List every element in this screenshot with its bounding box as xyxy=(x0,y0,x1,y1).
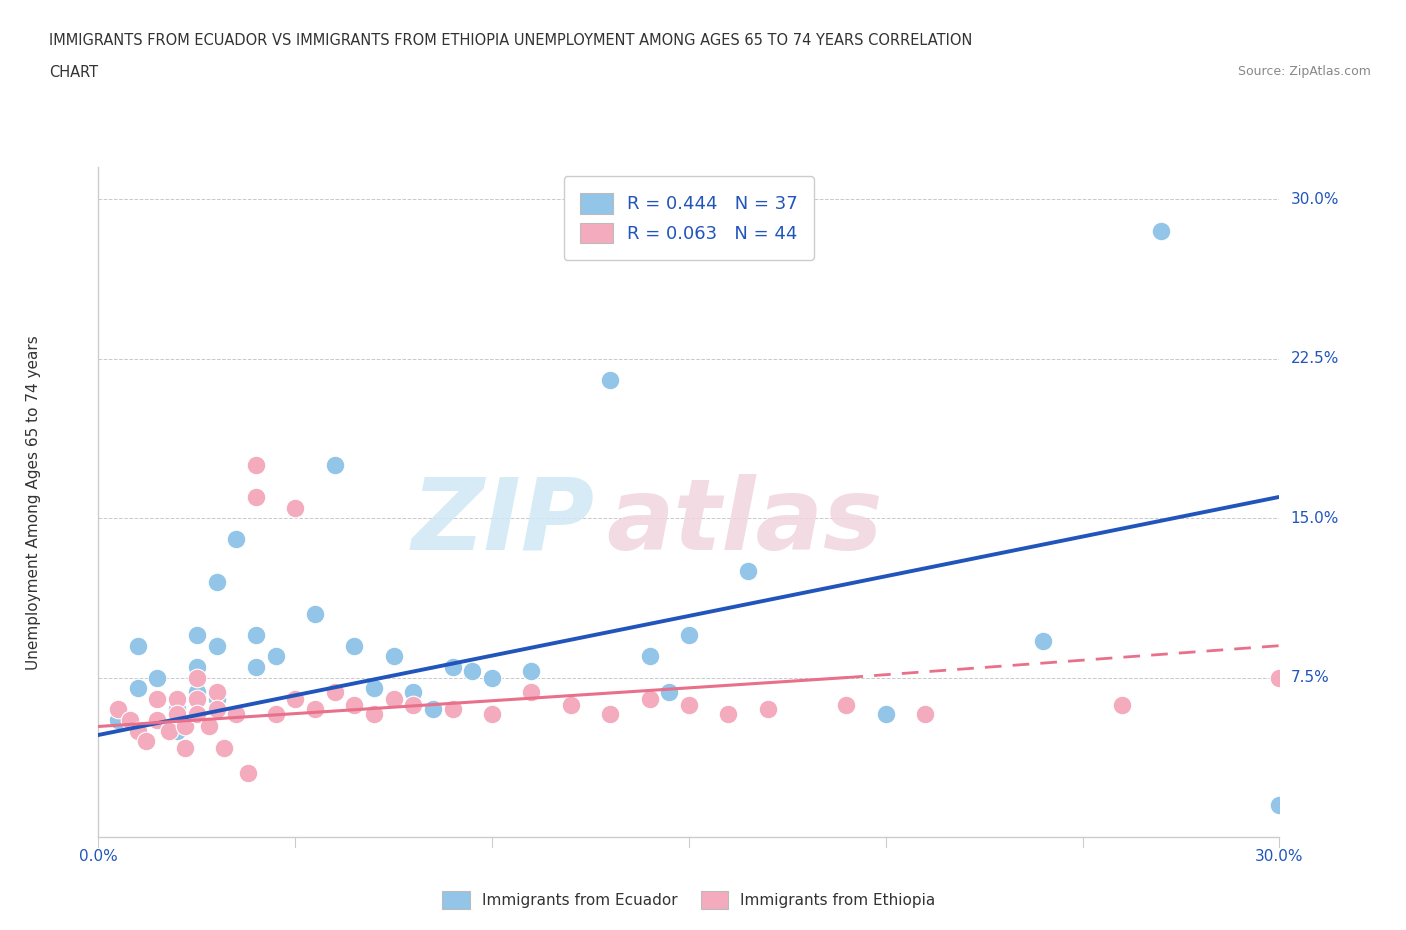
Text: 30.0%: 30.0% xyxy=(1256,849,1303,864)
Point xyxy=(186,685,208,700)
Point xyxy=(343,698,366,712)
Point xyxy=(205,575,228,590)
Point xyxy=(520,664,543,679)
Text: 15.0%: 15.0% xyxy=(1291,511,1339,525)
Text: Source: ZipAtlas.com: Source: ZipAtlas.com xyxy=(1237,65,1371,78)
Point xyxy=(402,698,425,712)
Point xyxy=(363,706,385,721)
Point xyxy=(186,706,208,721)
Point xyxy=(157,724,180,738)
Point xyxy=(638,649,661,664)
Text: Unemployment Among Ages 65 to 74 years: Unemployment Among Ages 65 to 74 years xyxy=(25,335,41,670)
Point xyxy=(1268,798,1291,813)
Point xyxy=(756,702,779,717)
Point xyxy=(225,706,247,721)
Point xyxy=(197,719,219,734)
Point xyxy=(323,458,346,472)
Point xyxy=(284,500,307,515)
Point xyxy=(441,702,464,717)
Point xyxy=(678,628,700,643)
Point xyxy=(343,638,366,653)
Point xyxy=(107,712,129,727)
Point xyxy=(205,702,228,717)
Point xyxy=(560,698,582,712)
Point xyxy=(1150,224,1173,239)
Text: ZIP: ZIP xyxy=(412,473,595,571)
Point xyxy=(186,659,208,674)
Point xyxy=(118,712,141,727)
Point xyxy=(323,685,346,700)
Point xyxy=(186,628,208,643)
Point xyxy=(135,734,157,749)
Point xyxy=(107,702,129,717)
Point xyxy=(174,719,197,734)
Point xyxy=(481,671,503,685)
Point xyxy=(186,691,208,706)
Point xyxy=(127,638,149,653)
Point xyxy=(599,373,621,388)
Point xyxy=(146,712,169,727)
Point xyxy=(914,706,936,721)
Point xyxy=(520,685,543,700)
Point xyxy=(205,638,228,653)
Point xyxy=(245,628,267,643)
Point xyxy=(225,532,247,547)
Point xyxy=(166,724,188,738)
Point xyxy=(363,681,385,696)
Point xyxy=(205,685,228,700)
Point xyxy=(599,706,621,721)
Text: CHART: CHART xyxy=(49,65,98,80)
Point xyxy=(186,671,208,685)
Point xyxy=(875,706,897,721)
Point xyxy=(127,681,149,696)
Point xyxy=(284,691,307,706)
Point xyxy=(461,664,484,679)
Text: 7.5%: 7.5% xyxy=(1291,671,1329,685)
Point xyxy=(205,691,228,706)
Point xyxy=(127,724,149,738)
Point xyxy=(264,649,287,664)
Point xyxy=(304,702,326,717)
Point xyxy=(678,698,700,712)
Point xyxy=(1032,634,1054,649)
Point xyxy=(441,659,464,674)
Point xyxy=(382,649,405,664)
Legend: Immigrants from Ecuador, Immigrants from Ethiopia: Immigrants from Ecuador, Immigrants from… xyxy=(436,884,942,915)
Text: IMMIGRANTS FROM ECUADOR VS IMMIGRANTS FROM ETHIOPIA UNEMPLOYMENT AMONG AGES 65 T: IMMIGRANTS FROM ECUADOR VS IMMIGRANTS FR… xyxy=(49,33,973,47)
Point xyxy=(481,706,503,721)
Point xyxy=(245,489,267,504)
Point xyxy=(717,706,740,721)
Point xyxy=(236,765,259,780)
Point xyxy=(174,740,197,755)
Point xyxy=(1268,671,1291,685)
Point xyxy=(166,691,188,706)
Text: 0.0%: 0.0% xyxy=(79,849,118,864)
Point xyxy=(304,606,326,621)
Text: atlas: atlas xyxy=(606,473,883,571)
Text: 22.5%: 22.5% xyxy=(1291,352,1339,366)
Point xyxy=(284,691,307,706)
Point xyxy=(1111,698,1133,712)
Point xyxy=(658,685,681,700)
Point xyxy=(638,691,661,706)
Point xyxy=(402,685,425,700)
Point xyxy=(146,671,169,685)
Point xyxy=(245,458,267,472)
Point xyxy=(166,706,188,721)
Point xyxy=(214,740,236,755)
Point xyxy=(835,698,858,712)
Point xyxy=(146,691,169,706)
Point xyxy=(422,702,444,717)
Point xyxy=(166,702,188,717)
Point xyxy=(382,691,405,706)
Point xyxy=(264,706,287,721)
Point xyxy=(245,659,267,674)
Point xyxy=(737,564,759,578)
Text: 30.0%: 30.0% xyxy=(1291,192,1339,206)
